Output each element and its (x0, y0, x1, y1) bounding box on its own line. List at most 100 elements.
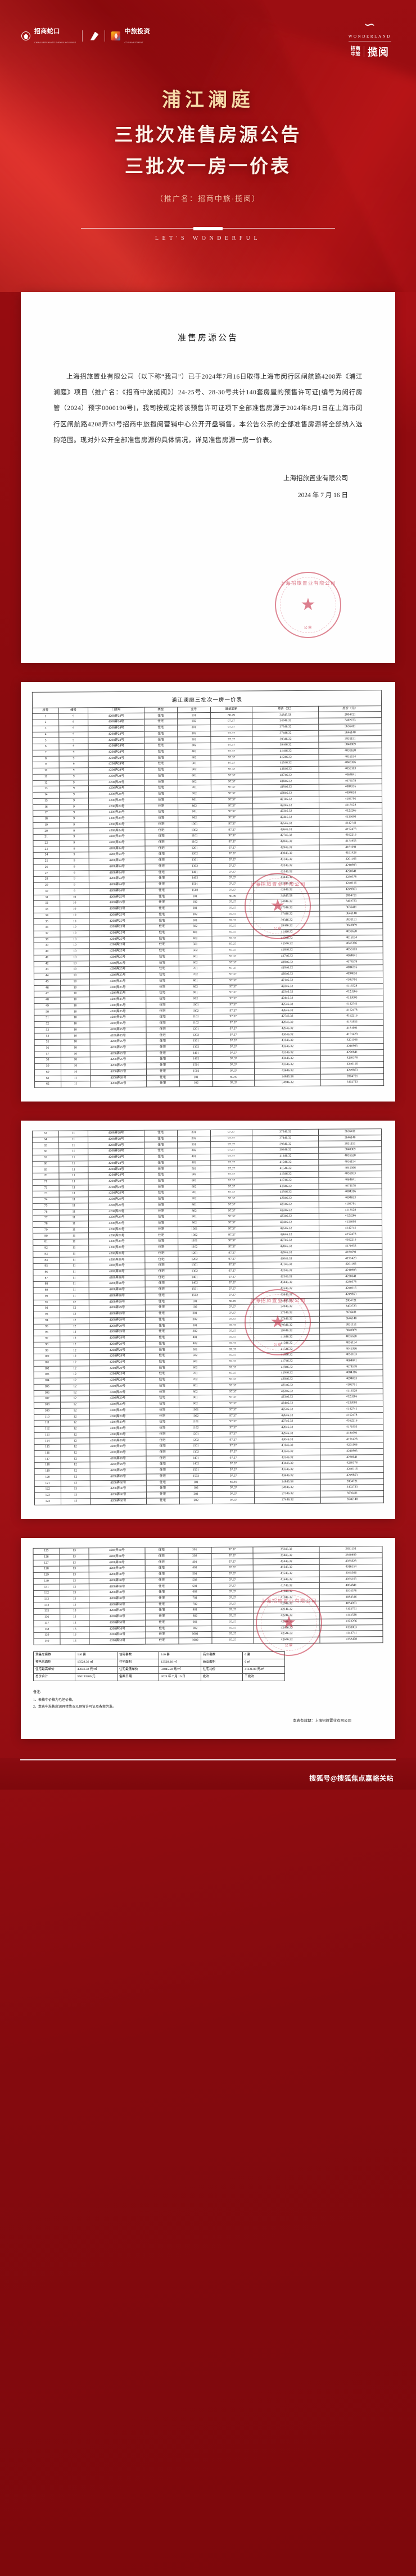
price-cell-2: 4208弄29号 (89, 1317, 146, 1324)
price-cell-5: 97.37 (211, 917, 254, 924)
price-cell-5: 97.37 (211, 1389, 254, 1395)
price-cell-2: 4208弄29号 (89, 1311, 146, 1318)
price-cell-0: 125 (33, 1548, 60, 1554)
price-cell-2: 4208弄29号 (89, 1419, 146, 1426)
price-cell-0: 5 (32, 738, 59, 744)
price-cell-5: 97.37 (212, 1425, 254, 1432)
notice-signature-block: 上海招旅置业有限公司 2024 年 7 月 16 日 (53, 471, 363, 504)
price-cell-1: 12 (60, 1372, 90, 1378)
price-cell-2: 4208弄29号 (90, 1468, 146, 1474)
price-cell-4: 1501 (179, 1467, 212, 1474)
price-cell-4: 202 (177, 1136, 211, 1143)
price-cell-1: 13 (60, 1492, 91, 1499)
price-cell-1: 12 (60, 1462, 91, 1469)
price-cell-1: 11 (58, 1149, 89, 1155)
price-cell-5: 97.37 (212, 1491, 255, 1498)
price-cell-3: 住宅 (144, 1136, 178, 1143)
price-cell-3: 住宅 (145, 1383, 179, 1390)
price-cell-0: 95 (33, 1323, 60, 1330)
price-cell-7: 4055103 (320, 946, 383, 954)
price-cell-3: 住宅 (144, 1202, 178, 1209)
price-cell-5: 97.37 (211, 845, 254, 852)
price-cell-2: 4208弄28号 (88, 1148, 144, 1155)
price-cell-7: 4035628 (319, 1558, 383, 1565)
price-cell-5: 97.37 (211, 1364, 254, 1371)
price-cell-4: 1101 (178, 1238, 211, 1245)
price-cell-2: 4208弄28号 (90, 1075, 147, 1082)
price-cell-7: 4162216 (320, 1013, 383, 1020)
price-cell-3: 住宅 (145, 1577, 179, 1584)
price-cell-5: 97.37 (211, 1244, 253, 1251)
price-cell-3: 住宅 (144, 1268, 178, 1275)
price-cell-6: 42746.32 (252, 1237, 319, 1244)
price-cell-6: 41446.32 (252, 1153, 319, 1160)
price-cell-0: 30 (33, 888, 60, 895)
price-cell-2: 4208弄28号 (88, 1166, 144, 1173)
price-cell-2: 4208弄29号 (89, 1365, 146, 1372)
price-cell-5: 97.37 (211, 1226, 253, 1232)
price-cell-1: 11 (58, 1196, 89, 1203)
price-cell-7: 4123266 (319, 808, 382, 815)
price-cell-7: 3646148 (318, 1135, 382, 1141)
price-cell-0: 116 (34, 1450, 61, 1457)
price-cell-0: 96 (33, 1330, 60, 1336)
price-cell-6: 41846.32 (254, 1364, 320, 1371)
price-cell-0: 4 (32, 731, 59, 738)
price-cell-5: 97.37 (211, 929, 254, 936)
price-cell-6: 41646.32 (252, 1171, 319, 1178)
price-cell-6: 41646.32 (253, 1576, 320, 1583)
seal-company-name: 上海招旅置业有限公司 (279, 580, 336, 586)
price-cell-0: 47 (34, 991, 61, 998)
price-cell-5: 97.37 (211, 1582, 254, 1590)
price-cell-6: 43446.32 (254, 1055, 321, 1063)
price-col-header-0: 序号 (32, 708, 59, 714)
price-cell-5: 97.37 (212, 1395, 254, 1401)
price-cell-7: 3402723 (320, 1079, 384, 1086)
price-cell-3: 住宅 (145, 924, 179, 931)
price-cell-0: 12 (33, 780, 59, 786)
price-cell-5: 97.37 (211, 1310, 254, 1317)
price-cell-6: 42046.32 (252, 1195, 319, 1202)
summary-row: 预售总套数 140 套住宅套数 140 套商业套数 0 套 (33, 1651, 285, 1660)
price-cell-3: 住宅 (144, 767, 178, 774)
price-cell-5: 80.49 (212, 1479, 255, 1486)
price-cell-7: 3646148 (319, 1316, 383, 1322)
price-cell-4: 1501 (178, 881, 212, 888)
price-cell-1: 12 (59, 1299, 89, 1306)
price-cell-3: 住宅 (145, 1637, 179, 1644)
price-cell-6: 42546.32 (254, 1407, 320, 1413)
price-cell-4: 1401 (178, 1275, 211, 1281)
price-cell-0: 104 (34, 1378, 60, 1385)
price-cell-2: 4208弄28号 (88, 1142, 144, 1149)
price-cell-2: 4208弄24号 (88, 731, 144, 738)
price-cell-1: 11 (59, 1263, 89, 1270)
price-cell-2: 4208弄28号 (89, 1269, 145, 1276)
price-cell-6: 42246.32 (253, 1612, 320, 1619)
price-cell-3: 住宅 (144, 791, 178, 798)
price-cell-6: 43346.32 (253, 868, 320, 876)
price-cell-5: 97.37 (211, 814, 253, 822)
price-cell-5: 97.37 (212, 972, 254, 978)
price-cell-3: 住宅 (145, 1323, 179, 1330)
price-cell-3: 住宅 (145, 1619, 179, 1626)
price-cell-1: 10 (60, 1014, 91, 1022)
price-cell-6: 42646.32 (252, 1231, 319, 1239)
price-cell-1: 10 (60, 900, 90, 907)
summary-label: 住宅面积 (116, 1659, 160, 1667)
price-cell-3: 住宅 (146, 1081, 180, 1087)
price-cell-5: 97.37 (210, 724, 252, 731)
price-cell-1: 11 (58, 1136, 88, 1143)
price-cell-5: 97.37 (211, 791, 253, 798)
price-cell-7: 4230378 (319, 874, 383, 881)
price-cell-7: 4220641 (319, 1273, 383, 1280)
price-cell-1: 13 (61, 1498, 91, 1505)
price-cell-3: 住宅 (144, 713, 178, 720)
price-cell-3: 住宅 (145, 1377, 179, 1384)
price-cell-7: 3831151 (319, 736, 382, 743)
price-cell-3: 住宅 (145, 1299, 179, 1305)
price-cell-6: 43646.32 (253, 1292, 320, 1299)
price-cell-2: 4208弄28号 (89, 1263, 145, 1269)
price-cell-6: 39346.32 (253, 1546, 320, 1553)
price-cell-6: 43546.32 (253, 1286, 320, 1292)
price-cell-5: 97.37 (211, 887, 254, 894)
